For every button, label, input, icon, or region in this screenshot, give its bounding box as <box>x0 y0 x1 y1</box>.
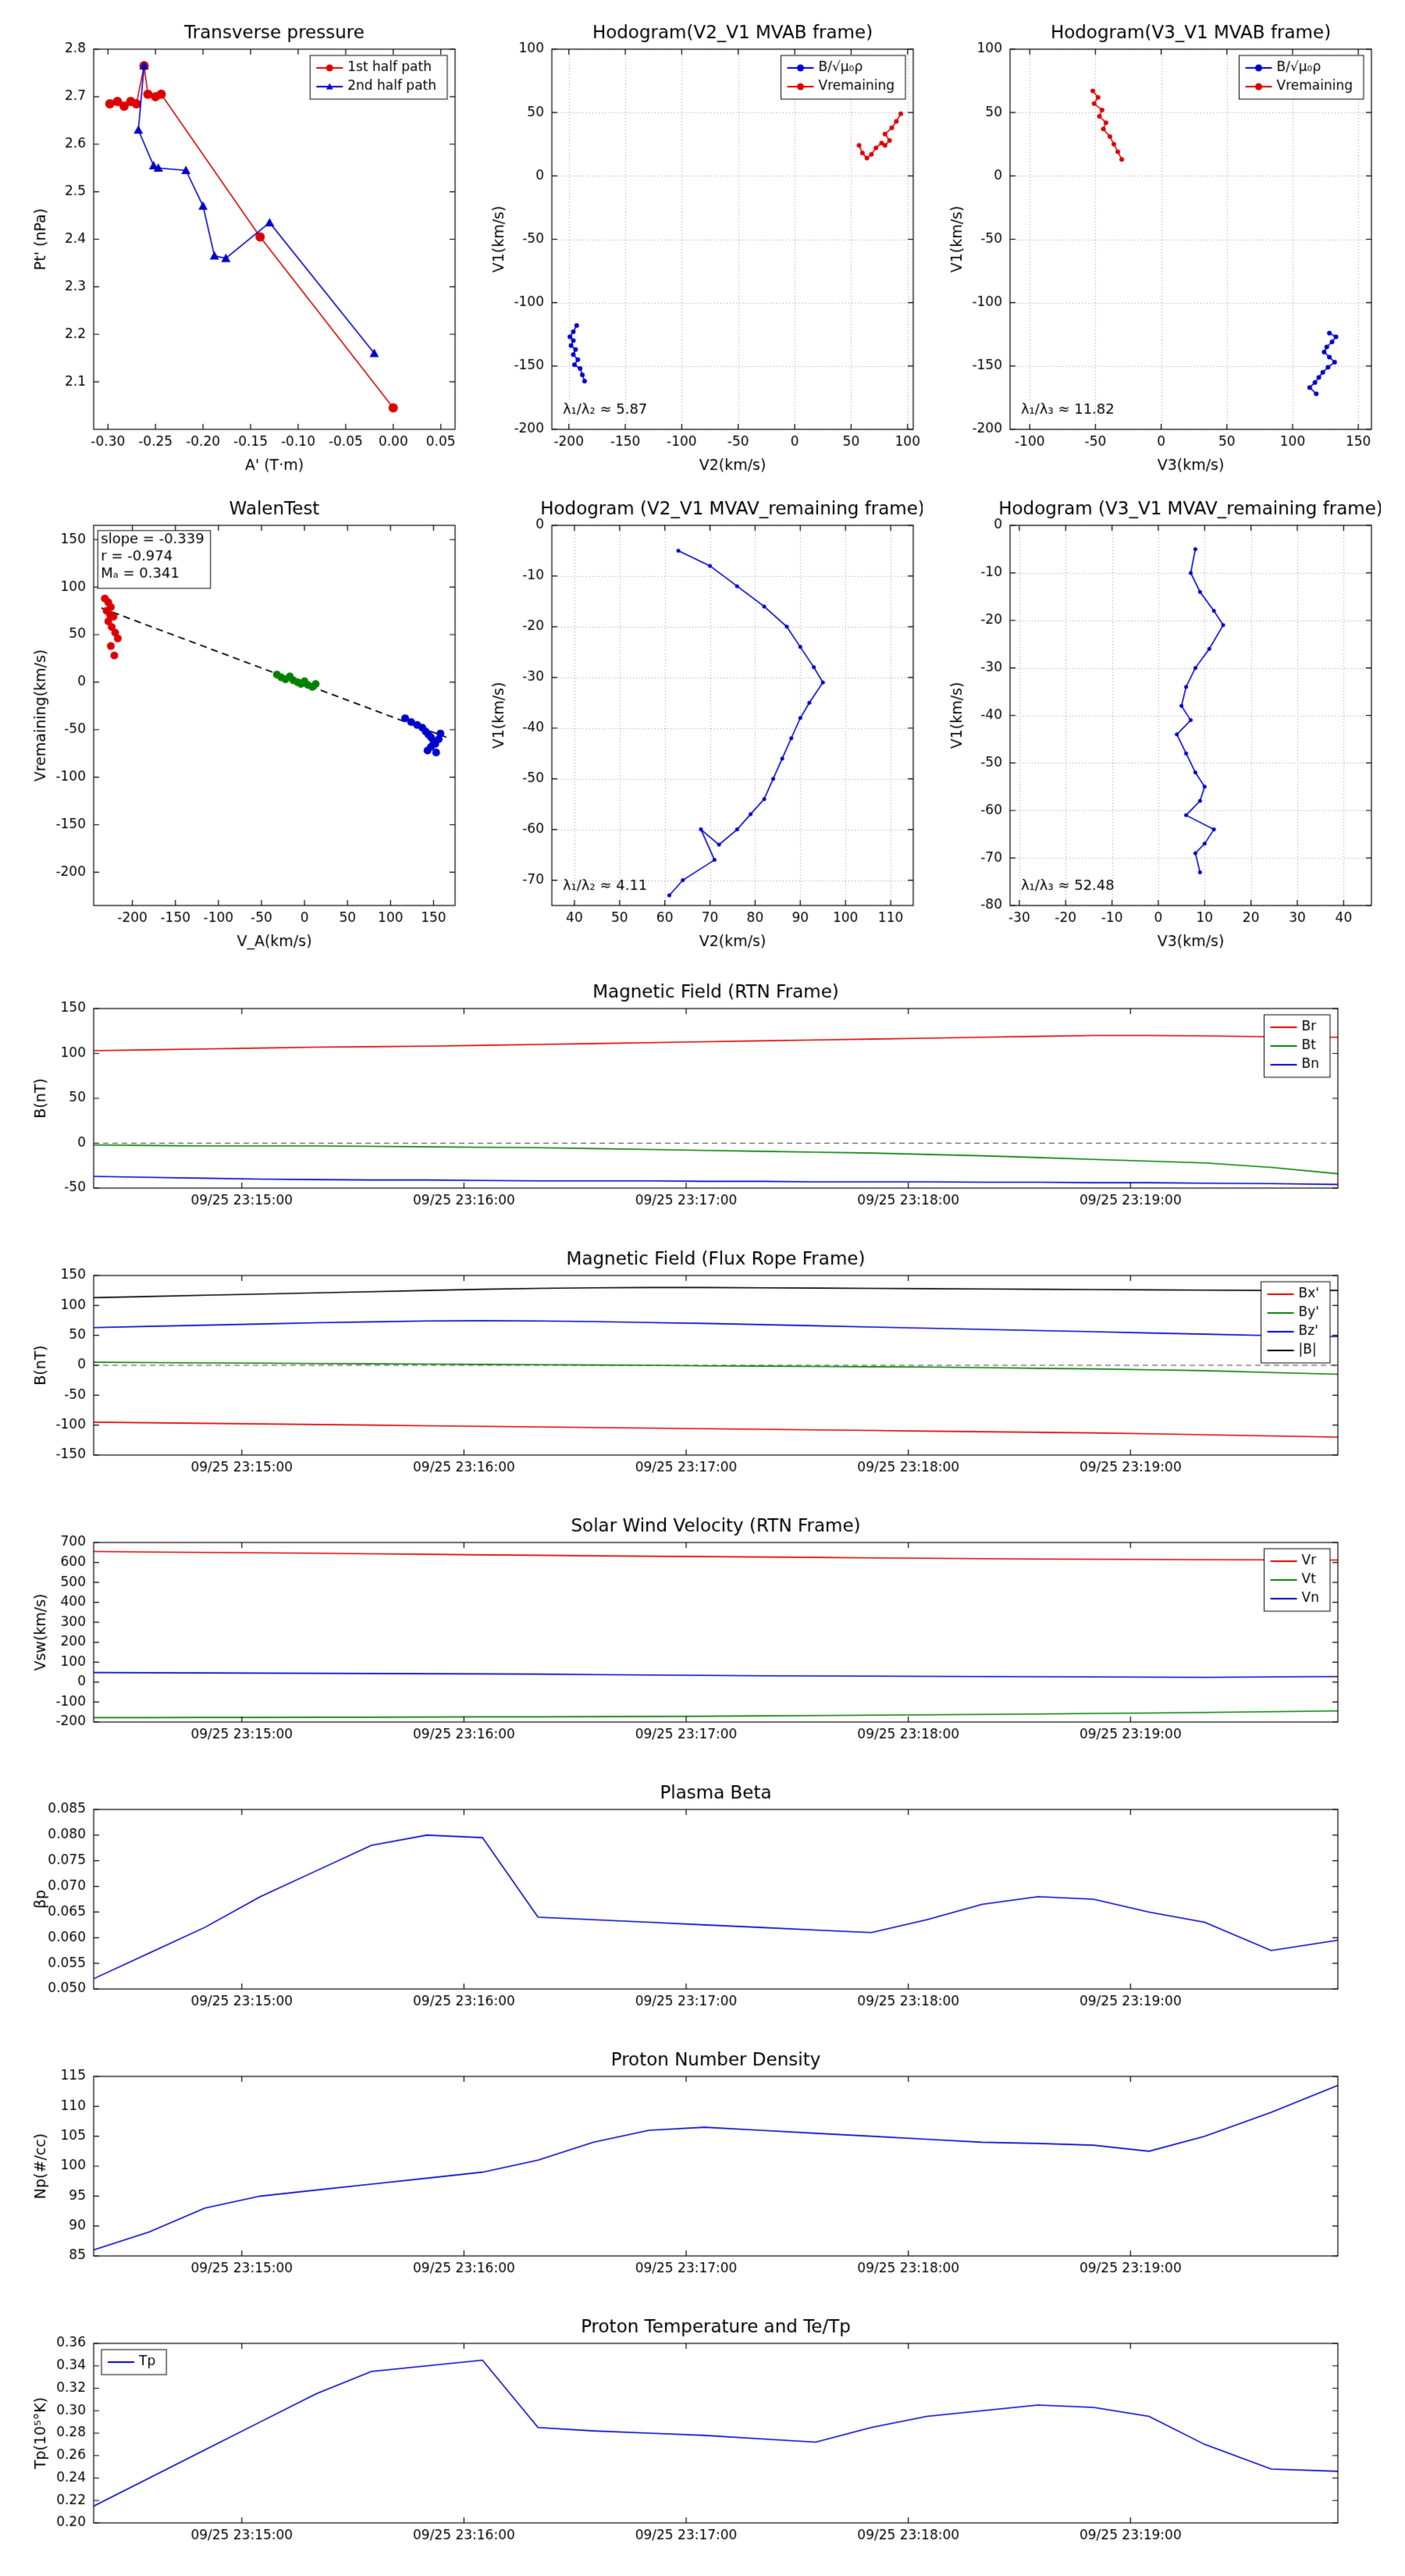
chart-hodogram-v3v1-mvav <box>936 488 1381 956</box>
chart-plasma-beta <box>16 1777 1389 2034</box>
chart-proton-temperature <box>16 2311 1389 2568</box>
chart-magnetic-field-rtn <box>16 976 1389 1233</box>
chart-walen-test <box>20 488 464 956</box>
chart-magnetic-field-flux-rope <box>16 1243 1389 1500</box>
chart-hodogram-v3v1-mvab <box>936 12 1381 480</box>
chart-hodogram-v2v1-mvab <box>478 12 923 480</box>
chart-solar-wind-velocity <box>16 1510 1389 1767</box>
chart-proton-number-density <box>16 2044 1389 2301</box>
chart-transverse-pressure <box>20 12 464 480</box>
chart-hodogram-v2v1-mvav <box>478 488 923 956</box>
